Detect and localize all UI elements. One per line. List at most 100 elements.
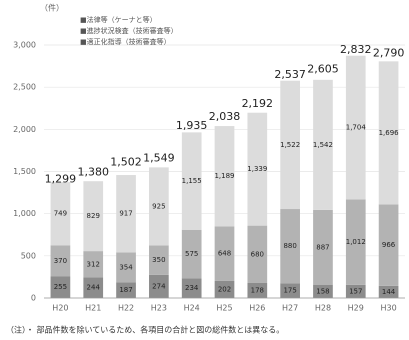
bar-segment xyxy=(50,245,71,277)
bar-segment xyxy=(83,181,104,252)
bar-segment xyxy=(313,79,333,210)
segment-label: 312 xyxy=(87,260,100,268)
bar-segment xyxy=(247,112,268,226)
y-tick-label: 1,500 xyxy=(13,167,36,176)
segment-label: 1,012 xyxy=(346,238,366,246)
segment-label: 966 xyxy=(382,241,396,249)
y-tick-label: 500 xyxy=(21,251,36,260)
segment-label: 234 xyxy=(185,284,199,292)
total-label: 1,502 xyxy=(110,155,142,168)
bar-segment xyxy=(247,282,268,298)
segment-label: 680 xyxy=(251,250,264,258)
bar-segment xyxy=(345,199,366,285)
bar-segment xyxy=(83,251,104,278)
bar-segment xyxy=(214,226,235,281)
bar-segment xyxy=(50,276,71,298)
total-label: 1,380 xyxy=(77,166,109,179)
bar-segment xyxy=(313,209,333,285)
bar-segment xyxy=(247,225,268,283)
x-tick-label: H30 xyxy=(380,304,396,313)
bar-segment xyxy=(214,126,235,227)
bar-segment xyxy=(280,209,300,284)
segment-label: 1,189 xyxy=(214,172,234,180)
bar-segment xyxy=(181,132,202,230)
bar-segment xyxy=(181,229,202,279)
segment-label: 1,155 xyxy=(182,177,202,185)
bar-segment xyxy=(378,204,399,286)
legend-entry: ■適正化指導（技術審査等） xyxy=(80,37,171,46)
total-label: 2,605 xyxy=(307,62,339,75)
x-tick-label: H20 xyxy=(52,304,68,313)
x-tick-label: H24 xyxy=(184,304,200,313)
unit-label: （件） xyxy=(40,3,64,13)
y-tick-label: 0 xyxy=(31,294,36,303)
total-label: 2,192 xyxy=(242,97,274,110)
segment-label: 880 xyxy=(283,242,296,250)
segment-label: 829 xyxy=(87,212,100,220)
segment-label: 144 xyxy=(382,288,396,296)
bar-segment xyxy=(181,278,202,298)
segment-label: 575 xyxy=(185,250,198,258)
segment-label: 244 xyxy=(87,284,101,292)
segment-label: 370 xyxy=(54,257,67,265)
segment-label: 1,542 xyxy=(313,141,333,149)
y-tick-label: 3,000 xyxy=(13,41,36,50)
total-label: 1,935 xyxy=(176,119,208,132)
bar-segment xyxy=(378,61,399,205)
bar-segment xyxy=(50,182,71,246)
segment-label: 175 xyxy=(283,287,296,295)
x-tick-label: H25 xyxy=(216,304,232,313)
segment-label: 354 xyxy=(119,263,133,271)
segment-label: 648 xyxy=(218,250,231,258)
total-label: 2,537 xyxy=(274,68,306,81)
legend-entry: ■進捗状況検査（技術審査等） xyxy=(80,26,178,35)
segment-label: 178 xyxy=(251,286,264,294)
segment-label: 202 xyxy=(218,285,231,293)
bar-segment xyxy=(116,282,136,298)
bar-segment xyxy=(280,80,300,210)
total-label: 2,832 xyxy=(340,43,372,56)
legend-entry: ■法律等（ケーナと等） xyxy=(80,15,157,24)
segment-label: 925 xyxy=(152,202,165,210)
segment-label: 887 xyxy=(316,243,329,251)
bar-segment xyxy=(313,284,333,298)
total-label: 2,038 xyxy=(209,110,241,123)
bar-segment xyxy=(345,55,366,200)
segment-label: 157 xyxy=(349,287,362,295)
bar-segment xyxy=(149,274,169,298)
footnote: （注）・ 部品件数を除いているため、各項目の合計と図の総件数とは異なる。 xyxy=(6,325,284,335)
bar-segment xyxy=(345,284,366,298)
x-tick-label: H21 xyxy=(85,304,101,313)
segment-label: 1,339 xyxy=(247,165,267,173)
x-tick-label: H29 xyxy=(348,304,364,313)
y-tick-label: 2,000 xyxy=(13,125,36,134)
x-tick-label: H28 xyxy=(315,304,331,313)
bar-segment xyxy=(214,280,235,298)
segment-label: 187 xyxy=(119,286,132,294)
x-tick-label: H26 xyxy=(249,304,265,313)
bar-segment xyxy=(83,277,104,298)
bar-segment xyxy=(116,175,136,253)
bar-segment xyxy=(149,245,169,275)
segment-label: 917 xyxy=(119,210,132,218)
x-tick-label: H23 xyxy=(151,304,167,313)
segment-label: 255 xyxy=(54,283,67,291)
segment-label: 1,522 xyxy=(280,141,300,149)
segment-label: 1,704 xyxy=(346,124,367,132)
total-label: 1,299 xyxy=(45,172,77,185)
segment-label: 749 xyxy=(54,210,67,218)
y-tick-label: 1,000 xyxy=(13,209,36,218)
bar-segment xyxy=(116,252,136,283)
bar-segment xyxy=(280,283,300,298)
y-tick-label: 2,500 xyxy=(13,83,36,92)
x-tick-label: H22 xyxy=(118,304,134,313)
bar-segment xyxy=(378,285,399,298)
segment-label: 274 xyxy=(152,282,166,290)
bar-segment xyxy=(149,167,169,246)
segment-label: 350 xyxy=(152,256,165,264)
segment-label: 1,696 xyxy=(379,129,400,137)
total-label: 2,790 xyxy=(373,47,405,60)
x-tick-label: H27 xyxy=(282,304,298,313)
total-label: 1,549 xyxy=(143,151,175,164)
